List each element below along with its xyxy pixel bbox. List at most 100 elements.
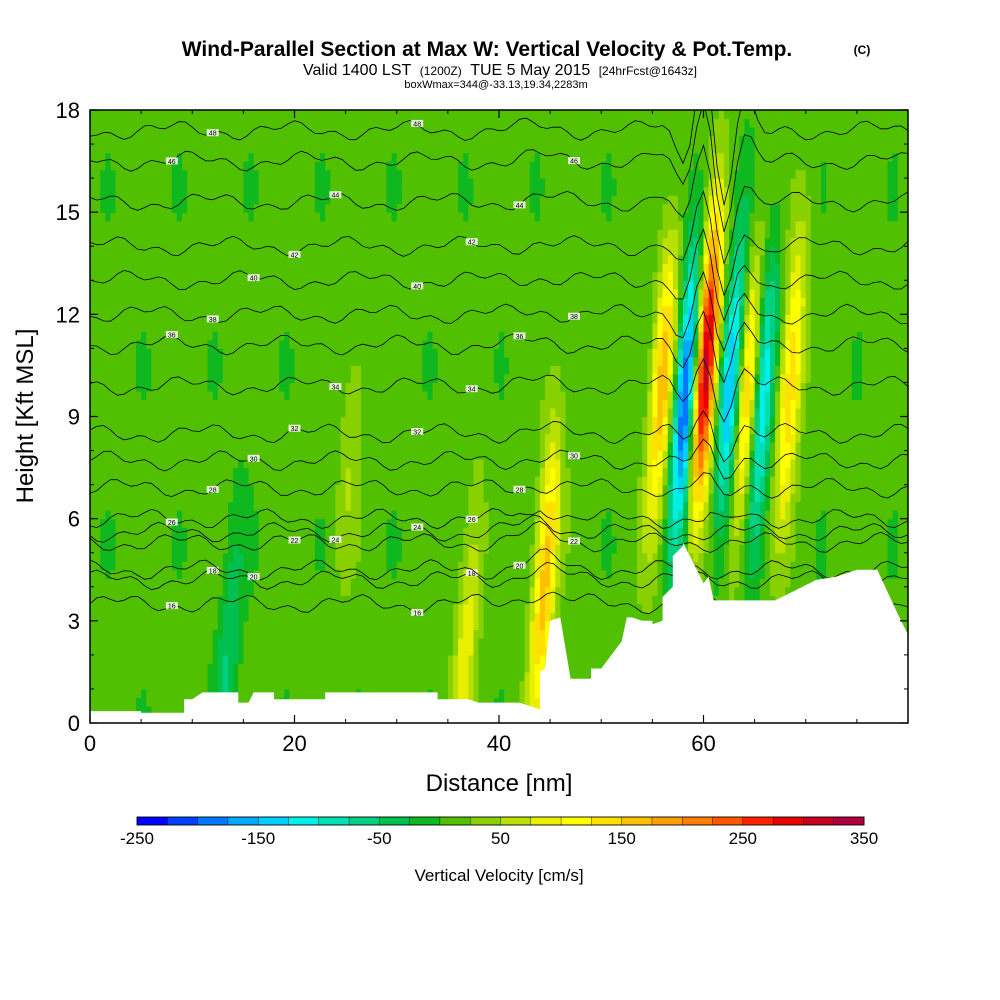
velocity-cell — [125, 501, 132, 511]
velocity-cell — [258, 637, 265, 647]
velocity-cell — [366, 603, 372, 613]
velocity-cell — [427, 271, 434, 281]
velocity-cell — [151, 220, 158, 230]
velocity-cell — [141, 476, 147, 486]
velocity-cell — [294, 348, 301, 358]
velocity-cell — [391, 484, 398, 494]
velocity-cell — [212, 586, 219, 596]
velocity-cell — [182, 195, 188, 205]
velocity-cell — [366, 331, 372, 341]
velocity-cell — [156, 356, 163, 367]
velocity-cell — [437, 144, 444, 154]
velocity-cell — [294, 688, 301, 699]
velocity-cell — [120, 595, 127, 605]
velocity-cell — [228, 629, 234, 639]
velocity-cell — [182, 518, 188, 528]
velocity-cell — [279, 271, 285, 281]
velocity-cell — [187, 254, 193, 264]
velocity-cell — [396, 135, 403, 145]
velocity-cell — [238, 314, 244, 324]
velocity-cell — [427, 220, 434, 230]
velocity-cell — [309, 229, 316, 239]
velocity-cell — [330, 637, 336, 647]
velocity-cell — [355, 263, 362, 273]
velocity-cell — [171, 544, 178, 554]
velocity-cell — [325, 629, 331, 639]
velocity-cell — [105, 407, 112, 418]
velocity-cell — [406, 390, 413, 401]
velocity-cell — [345, 442, 352, 452]
velocity-cell — [90, 314, 96, 324]
velocity-cell — [299, 118, 306, 128]
velocity-cell — [243, 254, 250, 264]
velocity-cell — [325, 373, 331, 384]
velocity-cell — [330, 459, 336, 469]
velocity-cell — [166, 212, 173, 222]
velocity-cell — [432, 271, 439, 281]
velocity-cell — [442, 663, 449, 673]
velocity-cell — [197, 288, 204, 298]
velocity-cell — [166, 561, 173, 571]
velocity-cell — [161, 535, 168, 545]
velocity-cell — [258, 365, 265, 375]
velocity-cell — [202, 271, 209, 281]
velocity-cell — [110, 442, 117, 452]
velocity-cell — [401, 305, 408, 315]
velocity-cell — [320, 501, 326, 511]
velocity-cell — [222, 314, 229, 324]
velocity-cell — [427, 280, 434, 290]
velocity-cell — [125, 178, 132, 188]
velocity-cell — [355, 646, 362, 656]
velocity-cell — [279, 356, 285, 367]
velocity-cell — [437, 416, 444, 426]
velocity-cell — [320, 476, 326, 486]
velocity-cell — [366, 305, 372, 315]
velocity-cell — [355, 161, 362, 171]
velocity-cell — [335, 305, 342, 315]
velocity-cell — [412, 663, 418, 673]
velocity-cell — [320, 535, 326, 545]
velocity-cell — [238, 620, 244, 630]
velocity-cell — [437, 314, 444, 324]
velocity-cell — [268, 331, 275, 341]
velocity-cell — [192, 271, 198, 281]
velocity-cell — [371, 280, 377, 290]
velocity-cell — [217, 390, 224, 401]
velocity-cell — [171, 620, 178, 630]
velocity-cell — [166, 135, 173, 145]
velocity-cell — [401, 442, 408, 452]
velocity-cell — [141, 382, 147, 392]
velocity-cell — [376, 467, 383, 477]
velocity-cell — [90, 476, 96, 486]
velocity-cell — [238, 425, 244, 435]
velocity-cell — [417, 263, 423, 273]
velocity-cell — [422, 152, 429, 162]
velocity-cell — [350, 671, 357, 682]
velocity-cell — [90, 637, 96, 647]
velocity-cell — [171, 271, 178, 281]
velocity-cell — [309, 629, 316, 639]
velocity-cell — [202, 442, 209, 452]
velocity-cell — [146, 382, 152, 392]
velocity-cell — [289, 629, 296, 639]
velocity-cell — [171, 510, 178, 520]
velocity-cell — [304, 425, 311, 435]
velocity-cell — [289, 620, 296, 630]
velocity-cell — [279, 195, 285, 205]
velocity-cell — [299, 365, 306, 375]
velocity-cell — [371, 433, 377, 443]
velocity-cell — [115, 646, 122, 656]
velocity-cell — [95, 263, 101, 273]
velocity-cell — [120, 365, 127, 375]
velocity-cell — [228, 680, 234, 690]
velocity-cell — [340, 254, 347, 264]
velocity-cell — [386, 212, 393, 222]
velocity-cell — [110, 212, 117, 222]
velocity-cell — [176, 654, 183, 664]
velocity-cell — [314, 586, 321, 596]
velocity-cell — [355, 484, 362, 494]
velocity-cell — [125, 152, 132, 162]
velocity-cell — [248, 263, 255, 273]
velocity-cell — [187, 510, 193, 520]
velocity-cell — [120, 442, 127, 452]
